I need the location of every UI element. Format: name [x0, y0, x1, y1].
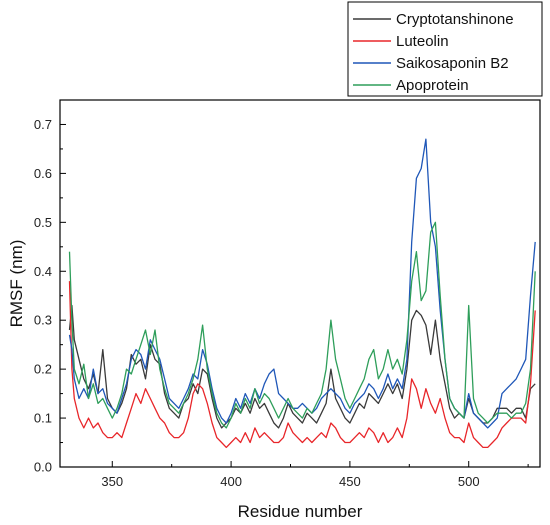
- x-axis: 350 400 450 500: [101, 461, 529, 489]
- plot-area-frame: [59, 99, 541, 468]
- y-axis-title: RMSF (nm): [7, 240, 26, 328]
- y-tick-label: 0.3: [34, 313, 52, 328]
- legend-label: Luteolin: [396, 33, 449, 50]
- x-tick-label: 500: [458, 474, 480, 489]
- x-tick-label: 400: [220, 474, 242, 489]
- y-tick-label: 0.6: [34, 166, 52, 181]
- x-tick-label: 450: [339, 474, 361, 489]
- x-tick-label: 350: [101, 474, 123, 489]
- series-line-4: [68, 221, 536, 429]
- legend-label: Apoprotein: [396, 77, 469, 94]
- y-tick-label: 0.4: [34, 264, 52, 279]
- series-layer: [68, 138, 536, 449]
- y-tick-label: 0.2: [34, 362, 52, 377]
- series-line-2: [68, 281, 536, 449]
- y-tick-label: 0.7: [34, 117, 52, 132]
- y-axis: 0.0 0.1 0.2 0.3 0.4 0.5 0.6 0.7: [34, 99, 66, 475]
- y-tick-label: 0.1: [34, 411, 52, 426]
- legend-label: Cryptotanshinone: [396, 11, 514, 28]
- legend-label: Saikosaponin B2: [396, 55, 509, 72]
- series-line-1: [68, 304, 536, 429]
- legend: Cryptotanshinone Luteolin Saikosaponin B2 A…: [347, 1, 543, 97]
- y-tick-label: 0.5: [34, 215, 52, 230]
- y-tick-label: 0.0: [34, 460, 52, 475]
- legend-box: [347, 1, 543, 97]
- x-axis-title: Residue number: [238, 502, 363, 521]
